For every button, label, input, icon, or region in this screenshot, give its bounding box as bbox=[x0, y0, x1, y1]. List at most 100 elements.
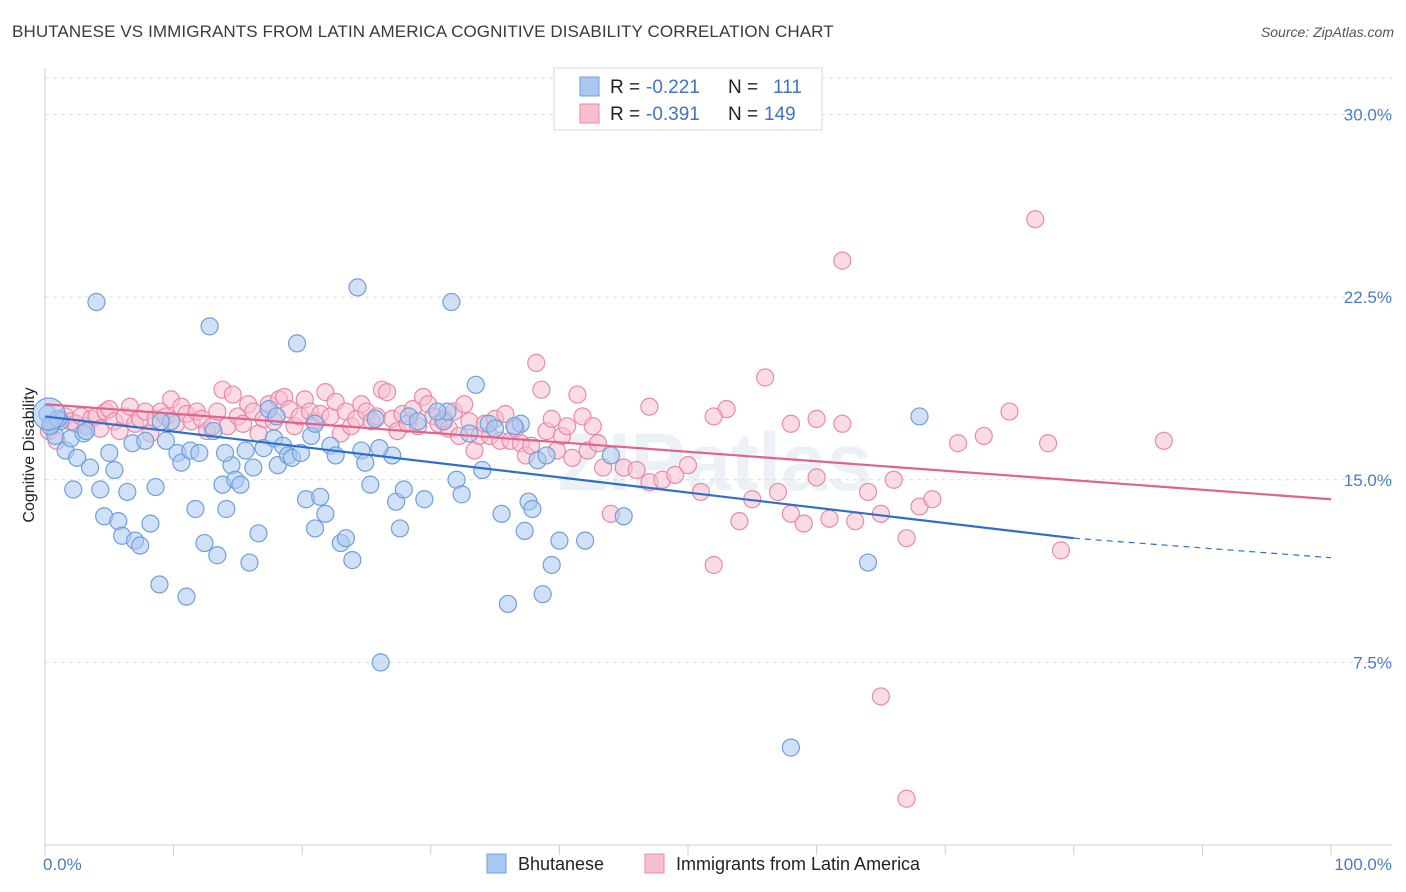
data-point bbox=[558, 417, 577, 436]
data-point bbox=[948, 434, 968, 453]
data-point bbox=[781, 738, 800, 757]
data-point bbox=[897, 789, 916, 808]
data-point bbox=[923, 490, 942, 509]
data-point bbox=[678, 456, 698, 475]
legend-swatch-latin-america bbox=[644, 853, 665, 874]
data-point bbox=[348, 278, 367, 297]
trend-lines bbox=[44, 403, 1332, 559]
data-point bbox=[136, 431, 155, 450]
data-point bbox=[408, 412, 428, 431]
data-point bbox=[100, 443, 119, 463]
y-tick-label: 30.0% bbox=[1344, 106, 1392, 125]
data-point bbox=[394, 480, 413, 499]
data-point bbox=[215, 443, 235, 463]
data-point bbox=[542, 555, 561, 575]
data-point bbox=[316, 504, 335, 523]
data-point bbox=[781, 414, 800, 433]
legend-swatch-latin-america bbox=[579, 103, 600, 124]
trend-line-bhutanese bbox=[44, 415, 1074, 540]
data-point bbox=[118, 482, 137, 502]
data-point bbox=[496, 404, 515, 424]
data-point bbox=[858, 482, 878, 502]
data-point bbox=[466, 375, 485, 394]
x-tick-label: 100.0% bbox=[1334, 855, 1392, 874]
data-point bbox=[371, 653, 390, 672]
data-point bbox=[532, 380, 551, 399]
y-tick-labels: 7.5% 15.0% 22.5% 30.0% bbox=[1344, 106, 1392, 673]
data-point bbox=[563, 448, 582, 467]
x-tick-labels: 0.0% 100.0% bbox=[43, 855, 1392, 874]
legend-label-bhutanese: Bhutanese bbox=[518, 854, 604, 874]
data-point bbox=[897, 529, 916, 548]
data-point bbox=[231, 475, 250, 494]
data-point bbox=[305, 519, 325, 538]
data-point bbox=[1051, 541, 1071, 560]
data-point bbox=[156, 431, 175, 450]
data-point bbox=[833, 414, 852, 433]
data-point bbox=[515, 521, 534, 540]
data-point bbox=[336, 529, 356, 548]
data-point bbox=[460, 424, 479, 443]
y-tick-label: 15.0% bbox=[1344, 471, 1392, 490]
data-point bbox=[361, 475, 380, 494]
data-point bbox=[287, 334, 307, 353]
data-point bbox=[858, 553, 878, 572]
data-point bbox=[1038, 434, 1058, 453]
data-point bbox=[151, 412, 170, 431]
data-point bbox=[455, 395, 474, 414]
legend-swatch-bhutanese bbox=[486, 853, 507, 874]
data-point bbox=[505, 417, 524, 436]
data-point bbox=[208, 546, 227, 565]
data-point bbox=[244, 458, 263, 477]
y-tick-label: 22.5% bbox=[1344, 288, 1392, 307]
data-point bbox=[356, 453, 375, 472]
legend-n-label: N = bbox=[728, 104, 758, 125]
data-point bbox=[807, 468, 826, 487]
x-tick-label: 0.0% bbox=[43, 855, 82, 874]
data-point bbox=[794, 514, 813, 533]
trend-line-latin-america bbox=[44, 403, 1332, 501]
y-tick-label: 7.5% bbox=[1353, 653, 1392, 672]
data-point bbox=[223, 385, 242, 404]
data-point bbox=[240, 553, 259, 572]
data-point bbox=[190, 443, 209, 463]
data-point bbox=[91, 480, 110, 499]
data-point bbox=[428, 402, 447, 421]
data-point bbox=[200, 317, 219, 336]
legend-r-label: R = bbox=[610, 77, 640, 98]
stats-legend: R = -0.221 N = 111 R = -0.391 N = 149 bbox=[553, 67, 823, 131]
data-point bbox=[666, 465, 685, 484]
data-point bbox=[390, 519, 410, 538]
data-point bbox=[236, 441, 255, 460]
data-point bbox=[172, 453, 191, 472]
series-legend: Bhutanese Immigrants from Latin America bbox=[486, 853, 921, 874]
data-point bbox=[195, 533, 214, 553]
data-point bbox=[568, 385, 587, 404]
data-point bbox=[807, 409, 826, 428]
data-point bbox=[704, 555, 723, 575]
legend-r-value: -0.391 bbox=[646, 104, 700, 125]
data-point bbox=[974, 426, 993, 446]
data-point bbox=[311, 487, 330, 506]
data-point bbox=[486, 419, 505, 438]
legend-n-value: 149 bbox=[764, 104, 796, 125]
data-point bbox=[473, 460, 492, 480]
axes bbox=[44, 68, 1392, 855]
data-point bbox=[640, 397, 659, 416]
data-point bbox=[527, 353, 546, 372]
data-point bbox=[370, 439, 389, 458]
data-point bbox=[820, 509, 839, 528]
data-point bbox=[141, 514, 160, 533]
data-point bbox=[291, 443, 311, 463]
data-point bbox=[452, 485, 471, 504]
data-point bbox=[583, 417, 602, 436]
data-point bbox=[523, 499, 542, 519]
data-point bbox=[131, 536, 150, 555]
data-point bbox=[217, 499, 236, 519]
data-point bbox=[186, 499, 205, 519]
chart-source: Source: ZipAtlas.com bbox=[1260, 24, 1394, 40]
legend-label-latin-america: Immigrants from Latin America bbox=[676, 854, 921, 874]
data-point bbox=[177, 587, 196, 606]
data-point bbox=[533, 585, 552, 604]
data-point bbox=[542, 409, 561, 428]
